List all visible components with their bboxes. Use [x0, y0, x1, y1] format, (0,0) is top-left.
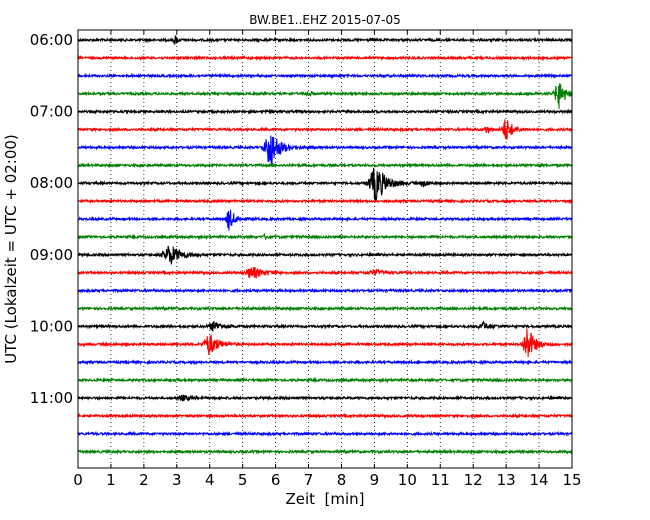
x-tick-label: 9	[370, 471, 380, 489]
seismic-trace	[77, 54, 573, 62]
seismic-trace	[77, 108, 573, 115]
seismic-trace	[77, 376, 573, 384]
x-tick-label: 10	[398, 471, 417, 489]
seismic-trace	[77, 197, 573, 205]
y-tick-label: 06:00	[30, 31, 73, 49]
seismic-trace	[77, 119, 573, 140]
seismic-trace	[77, 232, 573, 241]
seismic-trace	[77, 412, 573, 420]
seismic-trace	[77, 320, 573, 332]
y-tick-label: 11:00	[30, 389, 73, 407]
x-tick-label: 0	[73, 471, 83, 489]
seismic-trace	[77, 245, 573, 266]
seismic-trace	[77, 448, 573, 455]
x-axis-ticks: 0 1 2 3 4 5 6 7 8 9 10 11 12 13 14 15	[73, 30, 582, 489]
x-tick-label: 7	[304, 471, 314, 489]
seismic-trace	[77, 135, 573, 165]
x-tick-label: 11	[431, 471, 450, 489]
seismic-trace	[77, 328, 573, 358]
x-axis-label: Zeit [min]	[285, 490, 364, 508]
x-tick-label: 1	[106, 471, 116, 489]
x-tick-label: 6	[271, 471, 281, 489]
y-tick-label: 09:00	[30, 246, 73, 264]
x-tick-label: 3	[172, 471, 182, 489]
y-tick-label: 08:00	[30, 174, 73, 192]
x-tick-label: 8	[337, 471, 347, 489]
seismic-trace	[77, 305, 573, 312]
seismic-trace	[77, 162, 573, 169]
x-tick-label: 14	[530, 471, 549, 489]
y-axis-ticks: 06:00 07:00 08:00 09:00 10:00 11:00	[30, 31, 572, 407]
plot-frame	[77, 29, 573, 469]
seismic-trace	[77, 72, 573, 80]
x-tick-label: 15	[562, 471, 581, 489]
x-tick-label: 5	[238, 471, 248, 489]
x-tick-label: 12	[464, 471, 483, 489]
seismic-trace	[77, 266, 573, 279]
seismic-trace	[77, 167, 573, 202]
x-tick-label: 2	[139, 471, 149, 489]
x-tick-label: 4	[205, 471, 215, 489]
plot-area	[78, 30, 572, 468]
y-tick-label: 07:00	[30, 103, 73, 121]
seismic-trace	[77, 35, 573, 45]
chart-title: BW.BE1..EHZ 2015-07-05	[249, 13, 401, 27]
seismic-trace	[77, 394, 573, 402]
seismic-trace	[77, 430, 573, 438]
trace-group	[77, 35, 573, 455]
y-axis-label: UTC (Lokalzeit = UTC + 02:00)	[2, 134, 20, 364]
seismic-trace	[77, 287, 573, 294]
seismic-trace	[77, 83, 573, 109]
x-tick-label: 13	[497, 471, 516, 489]
y-tick-label: 10:00	[30, 317, 73, 335]
seismic-trace	[77, 358, 573, 366]
seismic-trace	[77, 209, 573, 231]
